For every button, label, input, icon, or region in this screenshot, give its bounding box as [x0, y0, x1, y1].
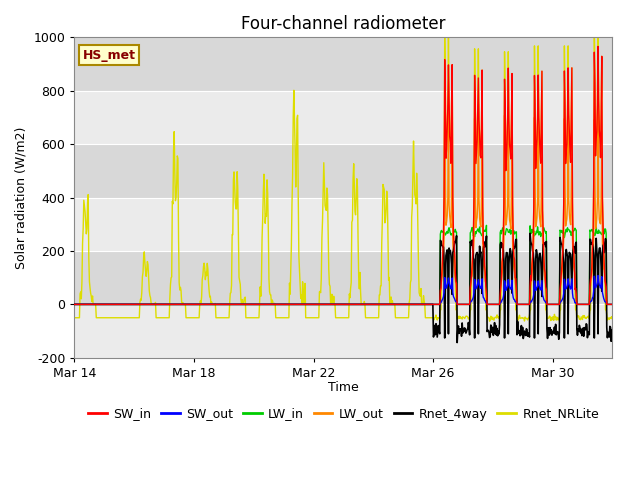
LW_in — [609, 301, 616, 307]
Line: SW_in: SW_in — [74, 47, 612, 304]
Rnet_NRLite — [90, 301, 98, 307]
Rnet_NRLite — [591, 25, 598, 31]
LW_out — [70, 301, 78, 307]
LW_in — [376, 301, 383, 307]
SW_in — [376, 301, 383, 307]
LW_out — [266, 301, 274, 307]
Rnet_NRLite — [506, 142, 513, 147]
SW_out — [594, 273, 602, 278]
SW_out — [505, 282, 513, 288]
SW_in — [609, 301, 616, 307]
LW_in — [90, 301, 98, 307]
Bar — [74, 304, 612, 358]
Rnet_4way — [609, 333, 616, 339]
Rnet_NRLite — [266, 292, 274, 298]
LW_out — [609, 301, 616, 307]
Legend: SW_in, SW_out, LW_in, LW_out, Rnet_4way, Rnet_NRLite: SW_in, SW_out, LW_in, LW_out, Rnet_4way,… — [83, 403, 604, 425]
LW_in — [483, 222, 490, 228]
SW_out — [197, 301, 205, 307]
SW_in — [70, 301, 78, 307]
Line: SW_out: SW_out — [74, 276, 612, 304]
Rnet_4way — [90, 301, 98, 307]
SW_out — [266, 301, 274, 307]
Rnet_4way — [70, 301, 78, 307]
Rnet_4way — [295, 301, 303, 307]
SW_out — [90, 301, 98, 307]
SW_in — [197, 301, 205, 307]
LW_in — [70, 301, 78, 307]
Rnet_4way — [376, 301, 383, 307]
Rnet_4way — [197, 301, 205, 307]
LW_out — [90, 301, 98, 307]
LW_out — [295, 301, 303, 307]
Line: Rnet_4way: Rnet_4way — [74, 233, 612, 343]
Title: Four-channel radiometer: Four-channel radiometer — [241, 15, 445, 33]
LW_in — [266, 301, 274, 307]
Rnet_NRLite — [609, 316, 616, 322]
Rnet_NRLite — [295, 253, 303, 259]
Bar — [74, 198, 612, 251]
LW_out — [564, 96, 572, 102]
Bar — [74, 37, 612, 91]
SW_in — [266, 301, 274, 307]
Line: LW_in: LW_in — [74, 225, 612, 304]
LW_out — [505, 200, 513, 206]
Rnet_4way — [266, 301, 274, 307]
Rnet_NRLite — [197, 300, 205, 306]
Rnet_4way — [506, 250, 513, 256]
SW_in — [594, 44, 602, 49]
SW_out — [376, 301, 383, 307]
SW_in — [505, 119, 513, 125]
Line: LW_out: LW_out — [74, 99, 612, 304]
SW_out — [70, 301, 78, 307]
Bar — [74, 251, 612, 304]
LW_in — [295, 301, 303, 307]
Text: HS_met: HS_met — [83, 48, 136, 61]
X-axis label: Time: Time — [328, 381, 359, 394]
SW_in — [90, 301, 98, 307]
Rnet_NRLite — [376, 292, 383, 298]
Rnet_4way — [526, 230, 534, 236]
Rnet_NRLite — [486, 318, 493, 324]
Rnet_4way — [453, 340, 461, 346]
Bar — [74, 144, 612, 198]
Line: Rnet_NRLite: Rnet_NRLite — [74, 28, 612, 321]
SW_out — [295, 301, 303, 307]
Y-axis label: Solar radiation (W/m2): Solar radiation (W/m2) — [15, 126, 28, 269]
Rnet_NRLite — [70, 315, 78, 321]
LW_in — [506, 230, 513, 236]
LW_in — [197, 301, 205, 307]
SW_in — [295, 301, 303, 307]
LW_out — [197, 301, 205, 307]
Bar — [74, 91, 612, 144]
SW_out — [609, 301, 616, 307]
LW_out — [376, 301, 383, 307]
